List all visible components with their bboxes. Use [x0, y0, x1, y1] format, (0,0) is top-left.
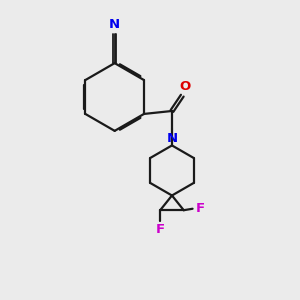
Text: O: O: [179, 80, 190, 93]
Text: N: N: [167, 132, 178, 145]
Text: F: F: [156, 224, 165, 236]
Text: F: F: [196, 202, 205, 215]
Text: N: N: [109, 18, 120, 31]
